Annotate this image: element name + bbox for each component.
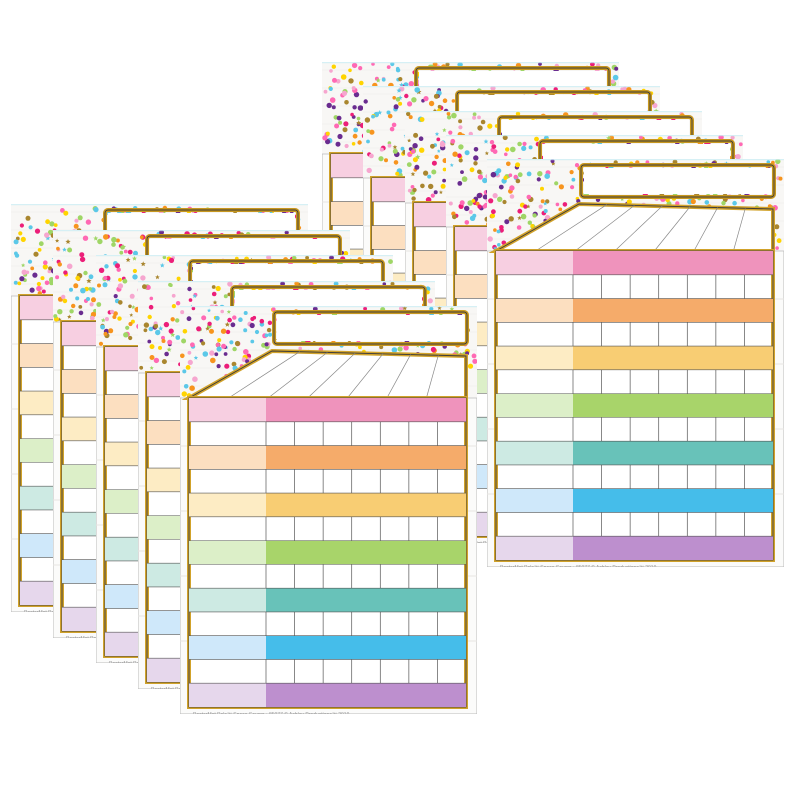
svg-text:PosterMat Pals™ Space Savers •: PosterMat Pals™ Space Savers • 85077 © A… [193,711,350,714]
svg-text:PosterMat Pals™ Space Savers •: PosterMat Pals™ Space Savers • 85077 © A… [500,564,657,567]
